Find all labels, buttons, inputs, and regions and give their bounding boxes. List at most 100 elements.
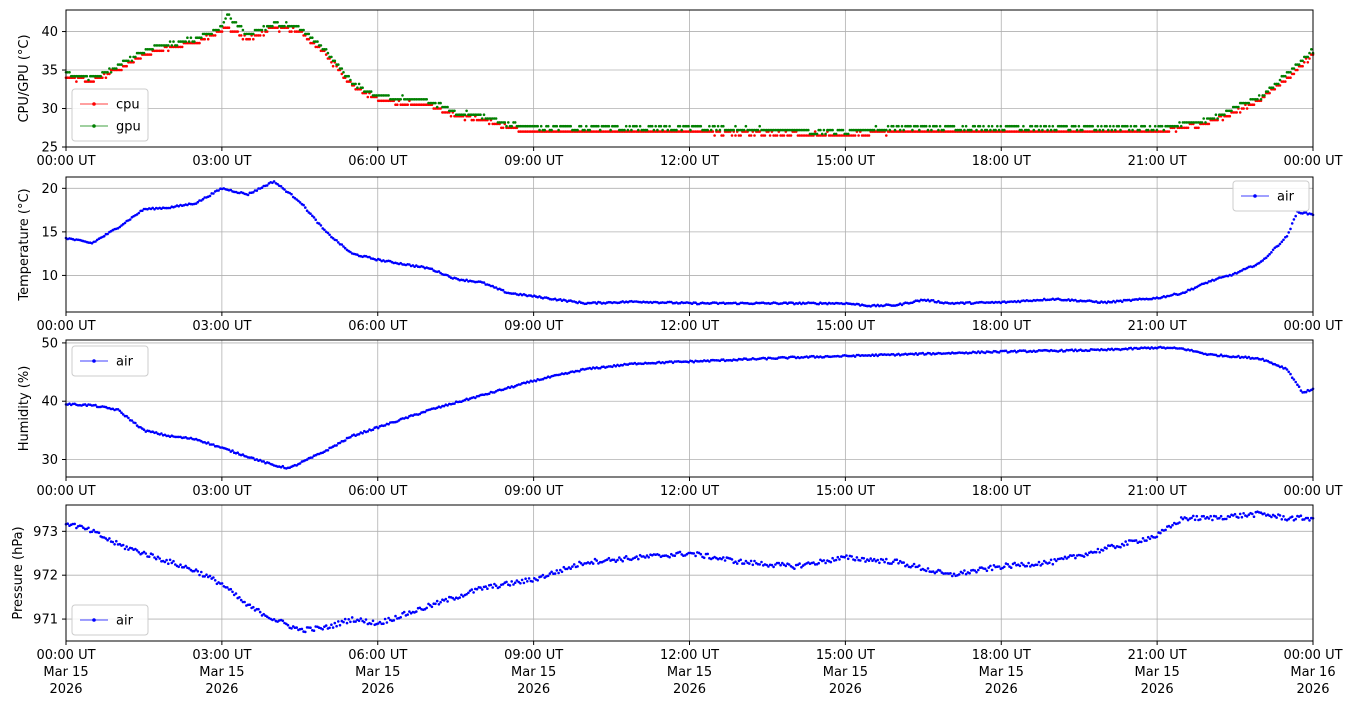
data-point-gpu bbox=[569, 124, 572, 128]
data-point-gpu bbox=[272, 21, 276, 24]
data-point-gpu bbox=[1179, 124, 1183, 128]
data-point-cpu bbox=[331, 64, 335, 68]
data-point-air bbox=[1119, 545, 1122, 549]
data-point-air bbox=[997, 565, 1001, 568]
data-point-air bbox=[262, 612, 266, 616]
data-point-air bbox=[326, 231, 330, 235]
data-point-gpu bbox=[187, 40, 191, 43]
data-point-gpu bbox=[848, 128, 852, 132]
data-point-air bbox=[1261, 259, 1264, 262]
data-point-gpu bbox=[583, 128, 586, 132]
data-point-air bbox=[961, 571, 964, 575]
data-point-air bbox=[565, 567, 569, 571]
data-point-gpu bbox=[777, 128, 781, 132]
data-point-gpu bbox=[928, 124, 931, 128]
data-point-cpu bbox=[253, 34, 257, 37]
data-point-air bbox=[1268, 252, 1271, 256]
data-point-air bbox=[385, 621, 389, 624]
data-point-air bbox=[571, 565, 574, 568]
x-tick-label: 00:00 UT bbox=[36, 319, 95, 334]
data-point-air bbox=[494, 286, 498, 289]
data-point-air bbox=[434, 602, 437, 606]
data-point-air bbox=[121, 543, 125, 547]
data-point-gpu bbox=[297, 24, 300, 28]
data-point-air bbox=[106, 538, 109, 542]
data-point-cpu bbox=[1015, 130, 1018, 133]
data-point-air bbox=[938, 569, 942, 572]
data-points bbox=[64, 180, 1315, 308]
data-point-gpu bbox=[985, 128, 989, 132]
data-point-air bbox=[1037, 560, 1041, 564]
legend-marker-cpu bbox=[92, 102, 96, 106]
data-point-air bbox=[569, 567, 572, 570]
data-point-gpu bbox=[326, 51, 330, 55]
data-point-cpu bbox=[1303, 61, 1306, 64]
data-point-cpu bbox=[220, 30, 224, 33]
data-point-gpu bbox=[330, 55, 333, 59]
data-point-air bbox=[621, 559, 624, 563]
data-point-air bbox=[1287, 231, 1290, 234]
data-point-air bbox=[1218, 354, 1221, 358]
data-point-air bbox=[338, 623, 342, 627]
data-point-air bbox=[1065, 557, 1068, 560]
data-point-gpu bbox=[975, 128, 978, 132]
data-point-air bbox=[80, 524, 83, 528]
data-point-air bbox=[208, 194, 212, 198]
data-point-air bbox=[637, 557, 640, 561]
data-point-gpu bbox=[635, 124, 638, 128]
data-point-air bbox=[624, 555, 628, 558]
data-point-cpu bbox=[919, 130, 923, 133]
data-point-cpu bbox=[1202, 122, 1205, 126]
data-point-air bbox=[618, 556, 621, 559]
data-point-air bbox=[408, 263, 411, 266]
data-point-air bbox=[137, 211, 141, 215]
data-point-air bbox=[290, 192, 293, 196]
data-point-air bbox=[425, 606, 429, 610]
data-point-gpu bbox=[1049, 128, 1053, 132]
data-point-air bbox=[749, 559, 753, 563]
data-point-gpu bbox=[513, 121, 517, 124]
data-point-air bbox=[977, 568, 980, 572]
data-point-air bbox=[935, 570, 938, 573]
data-point-cpu bbox=[236, 30, 239, 33]
data-point-cpu bbox=[914, 130, 918, 133]
data-point-gpu bbox=[260, 28, 264, 32]
x-tick-label: 12:00 UT bbox=[660, 484, 719, 499]
data-point-air bbox=[302, 203, 305, 207]
data-point-air bbox=[1225, 517, 1228, 521]
data-point-air bbox=[833, 355, 836, 358]
data-point-air bbox=[1112, 544, 1115, 548]
data-point-gpu bbox=[253, 28, 257, 32]
data-point-gpu bbox=[127, 59, 130, 63]
data-point-gpu bbox=[307, 32, 311, 36]
data-point-air bbox=[1055, 559, 1058, 563]
data-point-gpu bbox=[565, 124, 569, 128]
data-point-cpu bbox=[1112, 130, 1115, 133]
data-point-air bbox=[231, 449, 234, 452]
data-point-air bbox=[914, 352, 918, 355]
data-point-gpu bbox=[782, 128, 786, 132]
data-point-gpu bbox=[1148, 124, 1152, 128]
data-point-cpu bbox=[475, 118, 479, 122]
data-point-air bbox=[165, 558, 168, 562]
data-point-gpu bbox=[952, 124, 956, 128]
data-point-gpu bbox=[1022, 124, 1025, 128]
data-point-air bbox=[406, 416, 410, 420]
data-point-air bbox=[311, 456, 314, 459]
data-point-air bbox=[526, 580, 529, 583]
data-point-gpu bbox=[198, 36, 201, 39]
data-point-air bbox=[1263, 512, 1266, 515]
data-point-cpu bbox=[713, 134, 716, 137]
data-point-gpu bbox=[1004, 124, 1008, 128]
data-point-air bbox=[486, 587, 489, 590]
data-point-cpu bbox=[775, 134, 779, 137]
data-point-air bbox=[1018, 564, 1022, 568]
data-point-gpu bbox=[1237, 105, 1240, 109]
data-point-air bbox=[1304, 211, 1308, 214]
data-point-cpu bbox=[682, 130, 685, 133]
data-point-air bbox=[885, 557, 888, 561]
data-point-cpu bbox=[1252, 103, 1256, 106]
data-points bbox=[64, 13, 1315, 137]
data-point-gpu bbox=[626, 128, 630, 132]
legend: cpu gpu bbox=[71, 88, 149, 142]
